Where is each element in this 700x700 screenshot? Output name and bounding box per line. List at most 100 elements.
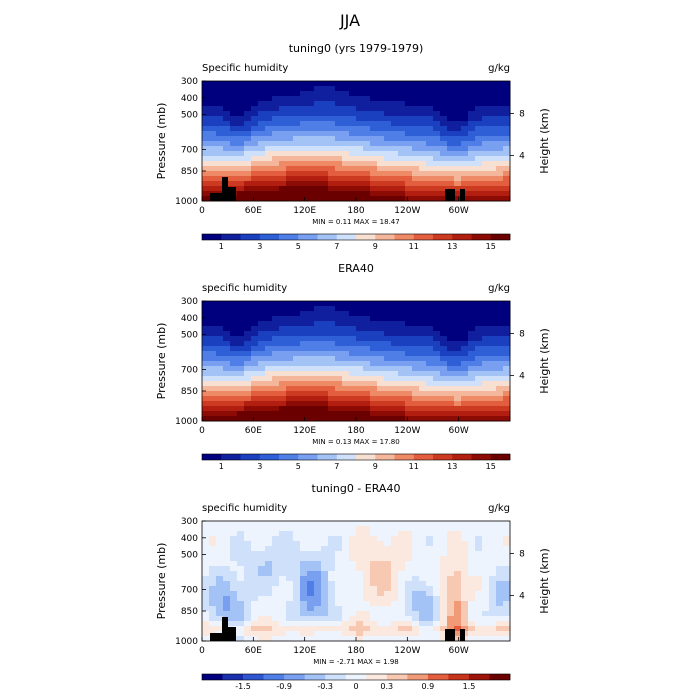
heatmap-cell [342, 146, 350, 152]
heatmap-cell [272, 146, 280, 152]
heatmap-cell [468, 356, 476, 362]
heatmap-cell [251, 361, 259, 367]
heatmap-cell [321, 331, 329, 337]
heatmap-cell [454, 551, 462, 557]
heatmap-cell [342, 331, 350, 337]
heatmap-cell [489, 556, 497, 562]
heatmap-cell [314, 571, 322, 577]
heatmap-cell [454, 571, 462, 577]
heatmap-cell [370, 126, 378, 132]
heatmap-cell [377, 86, 385, 92]
heatmap-cell [356, 521, 364, 527]
heatmap-cell [321, 306, 329, 312]
heatmap-cell [265, 396, 273, 402]
heatmap-cell [370, 556, 378, 562]
heatmap-cell [209, 536, 217, 542]
heatmap-cell [454, 546, 462, 552]
heatmap-cell [391, 381, 399, 387]
heatmap-cell [251, 416, 259, 422]
heatmap-cell [468, 581, 476, 587]
heatmap-cell [258, 631, 266, 637]
heatmap-cell [363, 141, 371, 147]
heatmap-cell [272, 386, 280, 392]
heatmap-cell [475, 631, 483, 637]
heatmap-cell [230, 116, 238, 122]
heatmap-cell [321, 86, 329, 92]
heatmap-cell [328, 96, 336, 102]
heatmap-cell [482, 321, 490, 327]
heatmap-cell [342, 126, 350, 132]
heatmap-cell [209, 376, 217, 382]
heatmap-cell [447, 571, 455, 577]
heatmap-cell [349, 151, 357, 157]
heatmap-cell [356, 116, 364, 122]
heatmap-cell [503, 341, 511, 347]
heatmap-cell [272, 316, 280, 322]
heatmap-cell [328, 366, 336, 372]
heatmap-cell [426, 576, 434, 582]
heatmap-cell [265, 136, 273, 142]
heatmap-cell [489, 176, 497, 182]
heatmap-cell [335, 161, 343, 167]
heatmap-cell [321, 596, 329, 602]
heatmap-cell [384, 521, 392, 527]
heatmap-cell [258, 411, 266, 417]
heatmap-cell [251, 366, 259, 372]
heatmap-cell [398, 326, 406, 332]
heatmap-cell [307, 121, 315, 127]
heatmap-cell [265, 411, 273, 417]
heatmap-cell [363, 611, 371, 617]
heatmap-cell [391, 146, 399, 152]
heatmap-cell [489, 586, 497, 592]
heatmap-cell [391, 611, 399, 617]
heatmap-cell [300, 386, 308, 392]
heatmap-cell [321, 406, 329, 412]
heatmap-cell [335, 341, 343, 347]
heatmap-cell [202, 616, 210, 622]
heatmap-cell [321, 411, 329, 417]
heatmap-cell [405, 631, 413, 637]
heatmap-cell [286, 536, 294, 542]
heatmap-cell [216, 406, 224, 412]
heatmap-cell [272, 546, 280, 552]
heatmap-cell [482, 146, 490, 152]
heatmap-cell [216, 311, 224, 317]
heatmap-cell [461, 566, 469, 572]
heatmap-cell [356, 416, 364, 422]
heatmap-cell [405, 571, 413, 577]
heatmap-cell [314, 566, 322, 572]
heatmap-cell [293, 541, 301, 547]
heatmap-cell [468, 306, 476, 312]
heatmap-cell [377, 526, 385, 532]
heatmap-cell [426, 106, 434, 112]
heatmap-cell [398, 146, 406, 152]
heatmap-cell [237, 121, 245, 127]
heatmap-cell [475, 331, 483, 337]
heatmap-cell [321, 626, 329, 632]
heatmap-cell [419, 576, 427, 582]
heatmap-cell [216, 141, 224, 147]
heatmap-cell [216, 576, 224, 582]
heatmap-cell [279, 536, 287, 542]
heatmap-cell [349, 321, 357, 327]
heatmap-cell [475, 371, 483, 377]
heatmap-cell [356, 626, 364, 632]
heatmap-cell [489, 96, 497, 102]
heatmap-cell [468, 321, 476, 327]
heatmap-cell [279, 101, 287, 107]
heatmap-cell [300, 416, 308, 422]
heatmap-cell [349, 351, 357, 357]
heatmap-cell [223, 386, 231, 392]
heatmap-cell [279, 156, 287, 162]
heatmap-cell [244, 391, 252, 397]
heatmap-cell [300, 181, 308, 187]
heatmap-cell [230, 621, 238, 627]
heatmap-cell [419, 81, 427, 87]
heatmap-cell [475, 596, 483, 602]
heatmap-cell [503, 586, 511, 592]
heatmap-cell [503, 631, 511, 637]
heatmap-cell [230, 411, 238, 417]
heatmap-cell [258, 581, 266, 587]
heatmap-cell [391, 601, 399, 607]
heatmap-cell [286, 596, 294, 602]
